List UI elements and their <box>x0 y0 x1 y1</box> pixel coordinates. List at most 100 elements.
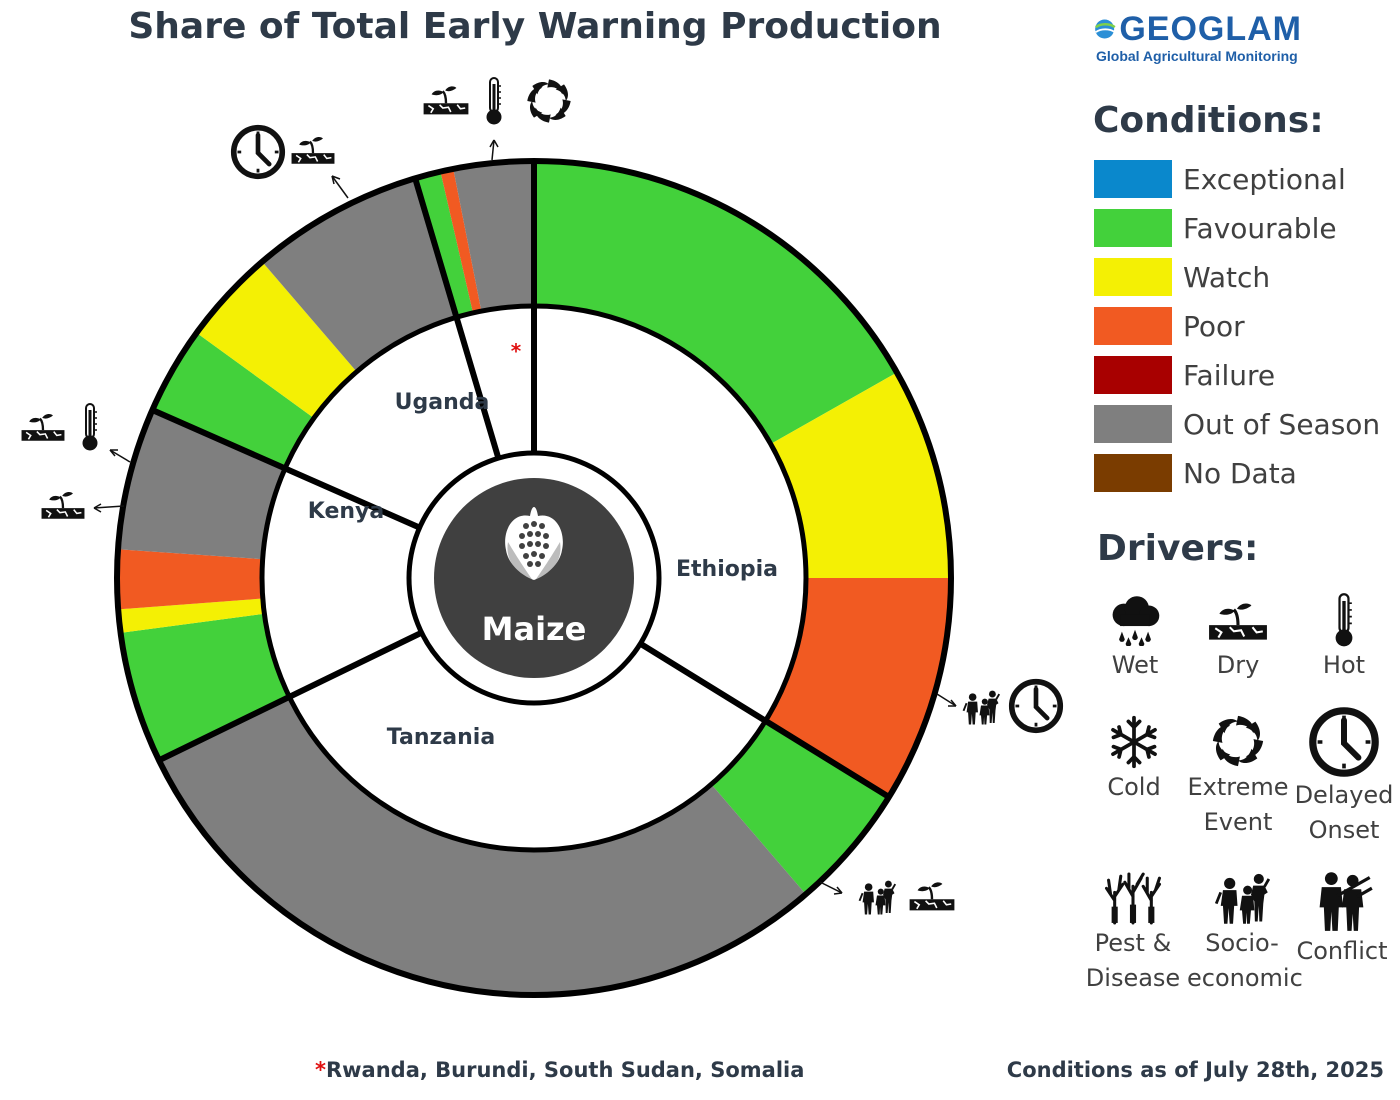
legend-label: No Data <box>1183 456 1297 490</box>
driver-label: Conflict <box>1296 937 1388 965</box>
driver-label: Wet <box>1111 651 1159 679</box>
thermometer-icon <box>485 76 503 126</box>
segment-other-poor <box>440 168 482 313</box>
driver-label: Hot <box>1322 651 1366 679</box>
country-slice-uganda <box>285 317 499 528</box>
dry-soil-icon <box>1207 601 1269 642</box>
globe-logo-icon <box>1095 19 1116 39</box>
cyclone-icon <box>1212 715 1264 767</box>
legend-label: Failure <box>1183 358 1276 392</box>
thermometer-icon <box>81 402 99 452</box>
country-dividers <box>114 158 954 998</box>
country-slice-other <box>456 306 534 459</box>
driver-wet: Wet <box>1080 592 1190 683</box>
driver-label: Cold <box>1107 773 1161 801</box>
country-labels: Ethiopia Tanzania Kenya Uganda * <box>308 339 778 750</box>
soldiers-icon <box>1317 870 1374 933</box>
country-ring <box>262 306 807 851</box>
driver-delayed-onset: Delayed Onset <box>1289 706 1399 848</box>
driver-pest-disease: Pest & Disease <box>1078 870 1188 996</box>
snowflake-icon <box>1111 715 1157 769</box>
driver-label: Pest & <box>1094 929 1172 957</box>
legend-label: Watch <box>1183 260 1271 294</box>
segment-other-favourable <box>415 171 473 318</box>
driver-label: economic <box>1187 964 1303 992</box>
clock-icon <box>1308 706 1380 778</box>
rain-cloud-icon <box>1112 596 1160 646</box>
driver-label: Extreme <box>1187 773 1289 801</box>
driver-label: Delayed <box>1294 781 1394 809</box>
legend-favourable: Favourable <box>1094 209 1337 247</box>
legend-swatch <box>1094 209 1172 247</box>
driver-hot: Hot <box>1289 592 1399 683</box>
dry-soil-icon <box>290 135 336 166</box>
country-slice-kenya <box>262 468 422 697</box>
chart-title: Share of Total Early Warning Production <box>128 6 942 47</box>
country-label-kenya: Kenya <box>308 499 384 524</box>
country-slice-tanzania <box>289 632 766 851</box>
callout-kenya-watch <box>40 490 125 521</box>
legend-label: Favourable <box>1183 211 1337 245</box>
legend-label: Exceptional <box>1183 162 1346 196</box>
logo-name: GEOGLAM <box>1119 10 1302 48</box>
conditions-title: Conditions: <box>1093 100 1324 141</box>
legend-watch: Watch <box>1094 258 1270 296</box>
crop-center: Maize <box>406 450 662 706</box>
crop-label: Maize <box>482 610 587 648</box>
dry-soil-icon <box>422 84 470 116</box>
drivers-title: Drivers: <box>1097 528 1259 569</box>
segment-other-out-of-season <box>453 161 534 312</box>
driver-conflict: Conflict <box>1287 868 1397 969</box>
donut-chart: Maize Ethiopia Tanzania Kenya Uganda * <box>20 76 1070 998</box>
segment-uganda-watch <box>196 261 357 419</box>
legend-swatch <box>1094 405 1172 443</box>
driver-label: Onset <box>1308 816 1380 844</box>
dry-soil-icon <box>20 412 66 443</box>
segment-ethiopia-poor <box>765 578 951 797</box>
legend-exceptional: Exceptional <box>1094 160 1346 198</box>
segment-tanzania-favourable <box>711 720 889 895</box>
legend-label: Poor <box>1183 309 1245 343</box>
segment-kenya-watch <box>118 598 265 633</box>
maize-icon <box>505 507 563 582</box>
cyclone-icon <box>527 79 571 123</box>
callout-kenya-poor <box>20 402 131 463</box>
segment-kenya-poor <box>116 549 263 610</box>
legend-out-of-season: Out of Season <box>1094 405 1380 443</box>
callout-uganda-watch <box>234 128 349 199</box>
legend-failure: Failure <box>1094 356 1275 394</box>
driver-label: Socio- <box>1205 929 1279 957</box>
callout-ethiopia-poor <box>819 879 956 916</box>
segment-kenya-out-of-season <box>117 409 286 560</box>
country-label-ethiopia: Ethiopia <box>676 557 778 582</box>
legend-swatch <box>1094 307 1172 345</box>
driver-label: Dry <box>1216 651 1260 679</box>
socio-economic-icon <box>962 689 1000 726</box>
footnote-star: * <box>315 1058 326 1082</box>
legend-poor: Poor <box>1094 307 1245 345</box>
dry-soil-icon <box>40 490 86 521</box>
legend-swatch <box>1094 454 1172 492</box>
driver-cold: Cold <box>1079 712 1189 805</box>
socio-economic-icon <box>858 879 896 916</box>
driver-socio-economic: Socio- economic <box>1187 870 1303 996</box>
country-slice-ethiopia <box>534 306 807 721</box>
ring-border <box>114 158 954 998</box>
people-icon <box>1214 872 1270 926</box>
clock-icon <box>1012 682 1061 731</box>
segment-ethiopia-favourable <box>534 161 897 444</box>
segment-uganda-favourable <box>152 332 314 469</box>
country-label-other: * <box>511 339 522 363</box>
as-of-date: Conditions as of July 28th, 2025 <box>1006 1058 1384 1082</box>
clock-icon <box>234 128 283 177</box>
footnote-text: Rwanda, Burundi, South Sudan, Somalia <box>325 1058 805 1082</box>
geoglam-logo: GEOGLAM Global Agricultural Monitoring <box>1092 10 1302 64</box>
thermometer-icon <box>1334 592 1354 648</box>
country-label-tanzania: Tanzania <box>387 725 495 750</box>
callout-ethiopia-watch <box>936 682 1061 731</box>
ring-border <box>259 303 809 853</box>
footnote: *Rwanda, Burundi, South Sudan, Somalia <box>315 1058 804 1082</box>
dry-soil-icon <box>908 881 956 912</box>
segment-kenya-favourable <box>120 613 290 761</box>
callout-other-poor <box>422 76 571 161</box>
